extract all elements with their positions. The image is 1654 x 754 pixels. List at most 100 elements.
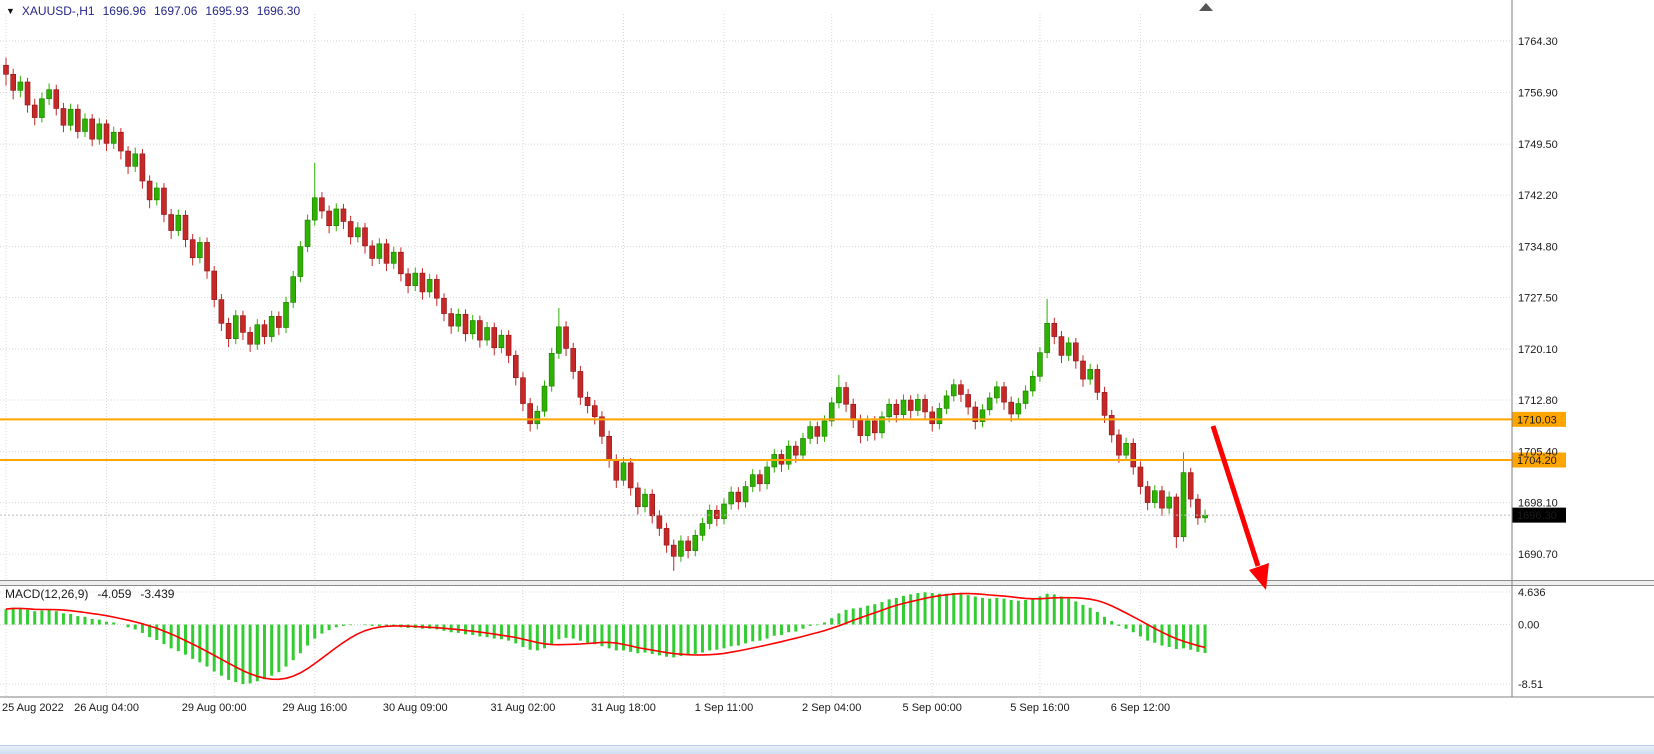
candlestick	[692, 535, 699, 552]
candlestick	[584, 396, 591, 406]
candlestick	[60, 108, 67, 126]
candlestick	[1159, 490, 1165, 509]
candlestick	[642, 493, 648, 508]
candlestick	[613, 459, 620, 481]
candlestick	[283, 302, 289, 328]
candlestick	[857, 419, 864, 436]
candlestick	[132, 153, 139, 167]
macd-signal-line	[5, 592, 1206, 681]
candlestick	[986, 397, 993, 411]
candlestick	[3, 64, 9, 75]
candlestick	[879, 416, 885, 434]
price-tick-label: 1764.30	[1518, 36, 1558, 48]
candlestick	[433, 279, 440, 299]
symbol-dropdown-icon[interactable]: ▼	[6, 6, 15, 16]
candlestick	[1044, 323, 1050, 353]
macd-main-value: -4.059	[97, 587, 132, 601]
candlestick	[189, 239, 196, 259]
candlestick	[1116, 434, 1122, 456]
candlestick	[735, 491, 742, 503]
candlestick	[792, 445, 799, 456]
candlestick	[31, 104, 38, 118]
candlestick	[53, 89, 60, 109]
candlestick	[570, 348, 577, 372]
candlestick	[1037, 352, 1043, 377]
ohlc-high: 1697.06	[154, 4, 198, 18]
trend-arrow-head-icon[interactable]	[1249, 563, 1269, 590]
chart-shift-marker-icon[interactable]	[1199, 3, 1213, 11]
candlestick	[67, 108, 74, 126]
candlestick	[405, 273, 411, 286]
time-label: 29 Aug 16:00	[282, 702, 347, 714]
candlestick	[419, 272, 426, 293]
candlestick	[333, 208, 340, 226]
time-label: 2 Sep 04:00	[802, 702, 861, 714]
current-price-tag	[1512, 507, 1566, 523]
price-tick-label: 1690.70	[1518, 549, 1558, 561]
candlestick	[168, 214, 174, 231]
candlestick	[1008, 401, 1015, 415]
candlestick	[89, 118, 95, 140]
candlestick	[994, 386, 1000, 399]
candlestick	[893, 403, 900, 415]
time-label: 25 Aug 2022	[2, 702, 64, 714]
candlestick	[871, 420, 878, 434]
time-label: 31 Aug 02:00	[491, 702, 556, 714]
macd-indicator-label: MACD(12,26,9) -4.059 -3.439	[5, 587, 183, 601]
candlestick	[742, 486, 749, 503]
candlestick	[800, 438, 806, 456]
candlestick	[699, 523, 706, 536]
candlestick	[139, 153, 146, 182]
price-tick-label: 1712.80	[1518, 395, 1558, 407]
candlestick	[936, 408, 943, 425]
candlestick	[950, 384, 957, 397]
candlestick	[534, 410, 541, 425]
candlestick	[958, 384, 964, 395]
candlestick	[161, 187, 167, 215]
candlestick	[1108, 415, 1115, 436]
candlestick	[304, 219, 311, 247]
candlestick	[290, 276, 297, 303]
candlestick	[1166, 496, 1172, 509]
time-label: 5 Sep 00:00	[903, 702, 962, 714]
candlestick	[929, 411, 936, 425]
candlestick	[383, 243, 390, 264]
candlestick	[1015, 403, 1022, 415]
candlestick	[556, 326, 562, 354]
candlestick	[1144, 486, 1151, 503]
window-bottom-edge	[0, 745, 1654, 754]
candlestick	[706, 509, 713, 524]
candlestick	[721, 503, 727, 519]
price-tick-label: 1698.10	[1518, 498, 1558, 510]
candlestick	[75, 108, 81, 132]
candlestick	[1137, 466, 1144, 487]
candlestick	[663, 528, 670, 546]
candlestick	[261, 324, 268, 337]
time-label: 30 Aug 09:00	[383, 702, 448, 714]
candlestick	[635, 487, 641, 508]
candlestick	[355, 227, 361, 238]
candlestick	[225, 323, 232, 339]
candlestick	[46, 89, 52, 100]
candlestick	[850, 403, 857, 421]
time-label: 29 Aug 00:00	[182, 702, 247, 714]
candlestick	[24, 81, 31, 106]
ohlc-close: 1696.30	[256, 4, 301, 18]
panel-splitter[interactable]	[0, 580, 1654, 586]
level-price-tag-label: 1710.03	[1517, 414, 1557, 426]
price-tick-label: 1720.10	[1518, 344, 1558, 356]
candlestick	[714, 509, 720, 519]
price-tick-label: 1727.50	[1518, 293, 1558, 305]
trend-arrow-shaft[interactable]	[1210, 425, 1261, 567]
candlestick	[1173, 496, 1180, 538]
candlestick	[1180, 472, 1187, 538]
candlestick	[548, 353, 555, 387]
candlestick	[1080, 360, 1086, 380]
candlestick	[599, 416, 605, 437]
candlestick	[836, 387, 842, 404]
candlestick	[670, 544, 677, 557]
candlestick	[82, 118, 88, 132]
candlestick	[211, 270, 218, 300]
